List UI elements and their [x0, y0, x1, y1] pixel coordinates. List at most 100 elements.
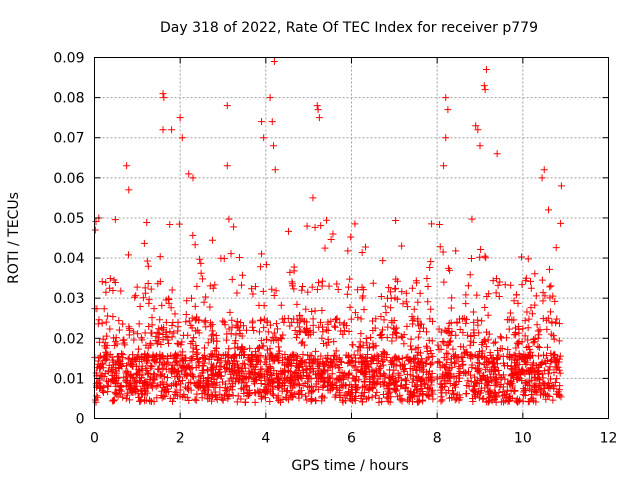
data-point [143, 257, 151, 265]
data-point [456, 325, 464, 333]
data-point [538, 174, 546, 182]
data-point [472, 122, 480, 130]
data-point [290, 285, 298, 293]
data-point [223, 364, 231, 372]
data-point [426, 385, 434, 393]
data-point [490, 358, 498, 366]
data-point [282, 375, 290, 383]
data-point [100, 353, 108, 361]
data-point [462, 291, 470, 299]
data-point [349, 397, 357, 405]
data-point [374, 352, 382, 360]
data-point [299, 351, 307, 359]
data-point [168, 333, 176, 341]
data-point [145, 296, 153, 304]
data-point [340, 370, 348, 378]
data-point [410, 305, 418, 313]
data-point [487, 373, 495, 381]
data-point [333, 385, 341, 393]
data-point [506, 381, 514, 389]
data-point [183, 371, 191, 379]
data-point [365, 394, 373, 402]
data-point [225, 215, 233, 223]
data-point [408, 378, 416, 386]
data-point [238, 281, 246, 289]
data-point [402, 354, 410, 362]
data-point [525, 342, 533, 350]
data-point [445, 371, 453, 379]
data-point [502, 334, 510, 342]
data-point [100, 373, 108, 381]
data-point [116, 386, 124, 394]
data-point [214, 356, 222, 364]
data-point [450, 359, 458, 367]
data-point [118, 360, 126, 368]
data-point [303, 222, 311, 230]
y-tick-label: 0.07 [53, 131, 84, 147]
data-point [164, 388, 172, 396]
data-point [238, 271, 246, 279]
data-point [253, 360, 261, 368]
data-point [120, 339, 128, 347]
data-point [258, 250, 266, 258]
data-point [187, 321, 195, 329]
data-point [351, 309, 359, 317]
data-point [466, 371, 474, 379]
y-tick-label: 0.09 [53, 51, 84, 67]
data-point [420, 368, 428, 376]
data-point [399, 366, 407, 374]
data-point [158, 301, 166, 309]
data-point [517, 253, 525, 261]
data-point [557, 219, 565, 227]
data-point [506, 393, 514, 401]
data-point [344, 247, 352, 255]
data-point [547, 375, 555, 383]
data-point [193, 345, 201, 353]
data-point [552, 390, 560, 398]
data-point [428, 220, 436, 228]
data-point [92, 398, 100, 406]
data-point [555, 337, 563, 345]
data-point [364, 362, 372, 370]
data-point [513, 376, 521, 384]
data-point [281, 368, 289, 376]
data-point [254, 344, 262, 352]
data-point [255, 328, 263, 336]
data-point [172, 380, 180, 388]
data-point [484, 398, 492, 406]
data-point [450, 373, 458, 381]
data-point [510, 351, 518, 359]
data-point [315, 279, 323, 287]
data-point [133, 377, 141, 385]
data-point [419, 396, 427, 404]
data-point [143, 218, 151, 226]
data-point [491, 382, 499, 390]
data-point [501, 375, 509, 383]
data-point [208, 364, 216, 372]
data-point [416, 366, 424, 374]
data-point [370, 371, 378, 379]
data-point [161, 392, 169, 400]
data-point [541, 292, 549, 300]
data-point [495, 388, 503, 396]
data-point [102, 318, 110, 326]
data-point [477, 246, 485, 254]
data-point [306, 362, 314, 370]
data-point [504, 361, 512, 369]
data-point [114, 357, 122, 365]
data-point [542, 395, 550, 403]
data-point [191, 302, 199, 310]
data-point [301, 392, 309, 400]
data-point [476, 253, 484, 261]
data-point [170, 329, 178, 337]
data-point [349, 341, 357, 349]
data-point [304, 378, 312, 386]
x-tick-label: 4 [261, 431, 270, 447]
data-point [255, 373, 263, 381]
data-point [152, 337, 160, 345]
data-point [152, 382, 160, 390]
data-point [110, 276, 118, 284]
data-point [183, 393, 191, 401]
data-point [208, 236, 216, 244]
data-point [308, 352, 316, 360]
